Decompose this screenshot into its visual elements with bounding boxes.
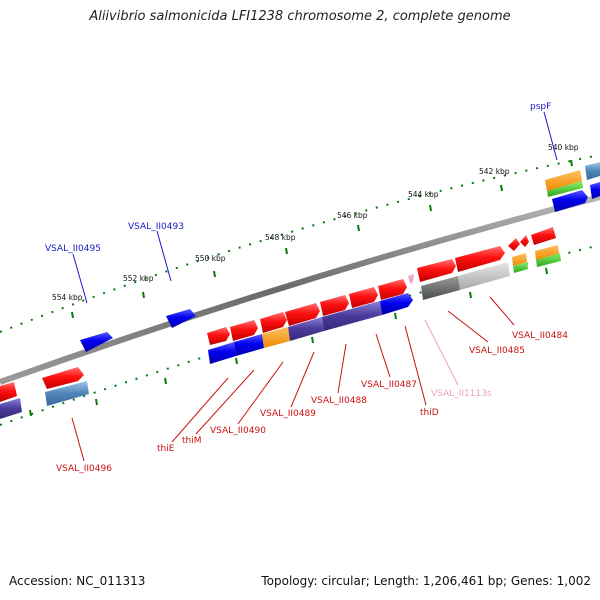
outer-major-ticks [71,159,573,319]
outer-reverse-genes [80,309,196,352]
gene-small-red-1[interactable] [508,238,520,251]
leader-VSAL_II0485 [447,310,489,343]
gene-small-red-2[interactable] [520,235,529,247]
gene-thiM[interactable] [234,334,264,356]
reverse-gene-row [208,245,561,364]
scale-label-546kbp: 546 kbp [337,211,368,220]
leader-VSAL_II0484 [489,296,515,326]
label-VSAL_II0496[interactable]: VSAL_II0496 [56,464,112,474]
label-VSAL_II1113s[interactable]: VSAL_II1113s [431,389,492,399]
leader-VSAL_II0493 [156,230,172,282]
gene-pspF-orange[interactable] [545,170,582,191]
right-edge-genes [545,162,600,212]
scale-label-554kbp: 554 kbp [52,293,83,302]
gene-green-small[interactable] [513,262,528,273]
map-title: Aliivibrio salmonicida LFI1238 chromosom… [89,9,511,24]
gene-VSAL_II0493[interactable] [166,309,196,328]
gene-VSAL_II0485[interactable] [421,276,460,300]
gene-VSAL_II0496[interactable] [45,381,89,406]
gene-VSAL_II0484-red[interactable] [455,246,505,272]
gene-thiE-red[interactable] [207,327,230,345]
gene-left-red[interactable] [0,382,17,402]
topology-text: Topology: circular; Length: 1,206,461 bp… [261,574,591,588]
label-VSAL_II0490[interactable]: VSAL_II0490 [210,426,266,436]
outer-scale-ring [0,154,600,333]
leader-thiD [404,325,427,406]
leader-VSAL_II0487 [375,333,391,378]
gene-VSAL_II1113s[interactable] [408,274,414,284]
label-VSAL_II0495[interactable]: VSAL_II0495 [45,244,101,254]
leader-VSAL_II1113s [424,319,459,386]
leader-VSAL_II0489 [290,351,315,408]
gene-VSAL_II0496-red[interactable] [42,367,84,389]
gene-pspF-green[interactable] [547,181,583,197]
gene-VSAL_II0490[interactable] [262,327,290,348]
gene-VSAL_II0490-red[interactable] [260,312,287,333]
scale-label-540kbp: 540 kbp [548,143,579,152]
gene-VSAL_II0488[interactable] [322,301,382,331]
label-VSAL_II0487[interactable]: VSAL_II0487 [361,380,417,390]
gene-thiD-red[interactable] [378,279,407,300]
leader-VSAL_II0490 [237,361,284,425]
gene-VSAL_II0489-red[interactable] [285,303,320,326]
gene-orange-right[interactable] [535,245,559,260]
gene-thiE[interactable] [208,342,236,364]
gene-VSAL_II0485-red[interactable] [417,259,456,282]
accession-text: Accession: NC_011313 [9,574,146,588]
label-thiD[interactable]: thiD [420,408,439,418]
label-VSAL_II0488[interactable]: VSAL_II0488 [311,396,367,406]
gene-VSAL_II0487-red[interactable] [349,287,378,308]
gene-VSAL_II0495[interactable] [80,332,113,352]
gene-VSAL_II0484[interactable] [458,262,510,290]
leader-lines [71,111,558,462]
gene-VSAL_II0489[interactable] [288,317,324,341]
leader-thiM [195,369,255,435]
forward-gene-row [207,227,556,345]
leader-thiE [171,377,229,443]
gene-thiM-red[interactable] [230,320,258,341]
scale-label-548kbp: 548 kbp [265,233,296,242]
gene-small-red-3[interactable] [531,227,556,245]
scale-label-552kbp: 552 kbp [123,274,154,283]
chromosome-backbone [0,194,600,385]
gene-orange-small[interactable] [512,253,527,266]
left-edge-genes [0,367,89,419]
gene-green-right[interactable] [536,253,561,267]
label-thiM[interactable]: thiM [182,436,202,446]
inner-major-ticks [29,267,548,417]
gene-right-steel[interactable] [585,162,600,180]
gene-left-navy[interactable] [0,398,22,419]
label-thiE[interactable]: thiE [157,444,175,454]
label-VSAL_II0489[interactable]: VSAL_II0489 [260,409,316,419]
leader-VSAL_II0495 [72,253,88,304]
label-pspF[interactable]: pspF [530,102,551,112]
gene-pspF[interactable] [552,190,588,212]
leader-pspF [543,111,558,161]
gene-right-blue[interactable] [590,182,600,199]
gene-VSAL_II0487[interactable] [380,293,413,315]
label-VSAL_II0485[interactable]: VSAL_II0485 [469,346,525,356]
leader-VSAL_II0488 [337,343,347,394]
scale-label-544kbp: 544 kbp [408,190,439,199]
gene-VSAL_II0488-red[interactable] [320,295,349,316]
label-VSAL_II0484[interactable]: VSAL_II0484 [512,331,568,341]
scale-label-542kbp: 542 kbp [479,167,510,176]
label-VSAL_II0493[interactable]: VSAL_II0493 [128,222,184,232]
leader-VSAL_II0496 [71,417,85,462]
scale-label-550kbp: 550 kbp [195,254,226,263]
